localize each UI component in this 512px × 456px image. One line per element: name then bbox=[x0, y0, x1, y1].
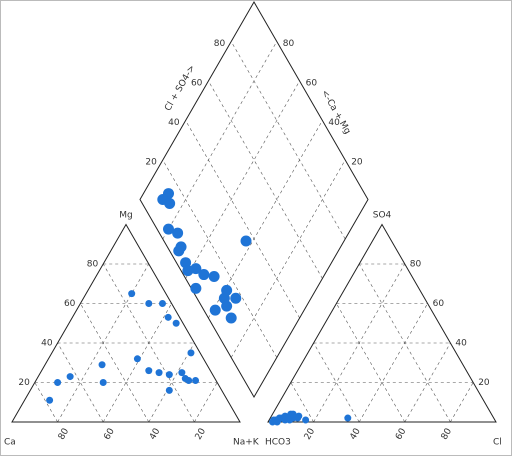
anion-triangle bbox=[267, 223, 497, 423]
cation-point bbox=[192, 377, 200, 385]
diamond-point bbox=[240, 235, 252, 247]
corner-label: HCO3 bbox=[265, 438, 291, 448]
diamond-point bbox=[221, 284, 233, 296]
tick-label: 80 bbox=[87, 260, 99, 270]
anion-point bbox=[302, 416, 310, 424]
cation-point bbox=[178, 369, 186, 377]
cation-point bbox=[54, 379, 62, 386]
corner-label: Mg bbox=[119, 211, 132, 221]
grid-line bbox=[185, 120, 300, 319]
diamond-point bbox=[163, 223, 174, 235]
diamond bbox=[139, 0, 369, 399]
cation-point bbox=[99, 379, 107, 386]
cation-point bbox=[158, 300, 166, 307]
grid-line bbox=[230, 159, 346, 358]
corner-label: SO4 bbox=[373, 211, 392, 221]
grid-line bbox=[185, 80, 300, 279]
grid-line bbox=[290, 382, 314, 423]
cation-point bbox=[145, 367, 153, 375]
tick-label: 40 bbox=[168, 118, 180, 128]
diamond-point bbox=[209, 304, 221, 316]
grid-line bbox=[450, 382, 474, 423]
grid-line bbox=[80, 303, 150, 423]
anion-point bbox=[285, 414, 293, 422]
diamond-point bbox=[225, 312, 237, 324]
cation-point bbox=[66, 373, 74, 381]
grid-line bbox=[208, 80, 323, 279]
tick-label: 60 bbox=[64, 299, 76, 309]
tick-label: 80 bbox=[410, 260, 422, 270]
grid bbox=[34, 41, 474, 423]
cation-point bbox=[46, 396, 54, 404]
grid-line bbox=[162, 159, 278, 358]
grid-line bbox=[102, 303, 172, 423]
diamond-point bbox=[172, 227, 184, 239]
anion-point bbox=[344, 414, 352, 422]
corner-label: Ca bbox=[4, 438, 16, 448]
grid-line bbox=[194, 382, 218, 423]
tick-label: 40 bbox=[455, 339, 467, 349]
tick-label: 60 bbox=[191, 79, 203, 89]
tick-label: 40 bbox=[41, 339, 53, 349]
tick-label: 20 bbox=[478, 378, 490, 388]
cation-point bbox=[128, 290, 136, 298]
cation-point bbox=[155, 369, 163, 377]
corner-label: Cl bbox=[493, 438, 502, 448]
diamond-point bbox=[173, 245, 185, 257]
tick-label: 80 bbox=[283, 39, 295, 49]
cation-point bbox=[133, 355, 141, 363]
cation-point bbox=[185, 377, 193, 385]
grid-line bbox=[34, 382, 58, 423]
diamond-point bbox=[164, 197, 176, 209]
diamond-point bbox=[198, 269, 210, 281]
tick-label: 40 bbox=[328, 118, 340, 128]
cation-point bbox=[172, 319, 180, 327]
anion-point bbox=[289, 410, 297, 418]
diamond-point bbox=[208, 271, 220, 283]
corner-label: Na+K bbox=[233, 438, 260, 448]
anion-point bbox=[273, 418, 281, 426]
cation-point bbox=[165, 386, 173, 394]
grid-line bbox=[162, 41, 278, 240]
tick-label: 60 bbox=[433, 299, 445, 309]
cation-point bbox=[145, 300, 153, 307]
cation-point bbox=[165, 371, 173, 379]
cation-point bbox=[187, 349, 195, 357]
grid-line bbox=[358, 303, 428, 423]
tick-label: 20 bbox=[18, 378, 30, 388]
diamond-point bbox=[230, 292, 242, 304]
diamond-point bbox=[182, 265, 194, 277]
grid-line bbox=[230, 41, 346, 240]
tick-label: 60 bbox=[306, 79, 318, 89]
anion-point bbox=[295, 412, 303, 420]
cation-point bbox=[98, 361, 106, 369]
diamond-point bbox=[190, 282, 202, 294]
cation-triangle bbox=[11, 223, 241, 423]
tick-label: 20 bbox=[145, 158, 157, 168]
grid-line bbox=[336, 303, 406, 423]
tick-label: 80 bbox=[214, 39, 226, 49]
tick-label: 20 bbox=[351, 158, 363, 168]
cation-point bbox=[164, 313, 172, 321]
